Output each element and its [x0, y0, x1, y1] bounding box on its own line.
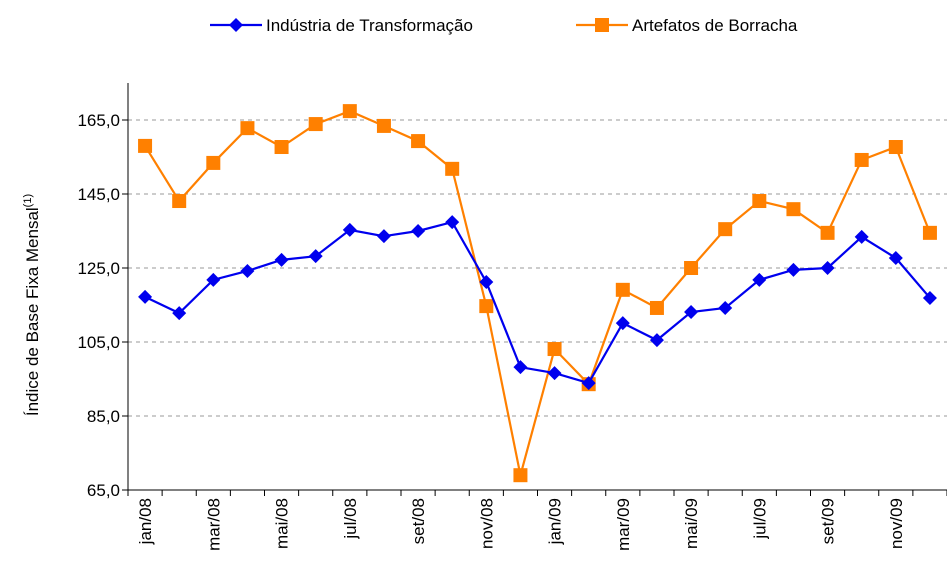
data-point	[922, 290, 937, 305]
data-point	[547, 366, 562, 381]
y-tick-label: 105,0	[77, 333, 120, 352]
x-tick-label: set/08	[409, 498, 428, 544]
data-point	[718, 222, 733, 237]
series-line	[144, 109, 931, 476]
y-axis-label-main: Índice de Base Fixa Mensal	[23, 207, 42, 416]
data-point	[240, 263, 255, 278]
y-tick-label: 165,0	[77, 111, 120, 130]
data-point	[649, 300, 664, 315]
data-point	[376, 229, 391, 244]
legend-label: Indústria de Transformação	[266, 16, 473, 35]
data-point	[752, 272, 767, 287]
data-point	[479, 299, 494, 314]
data-point	[308, 249, 323, 264]
data-point	[718, 300, 733, 315]
legend-label: Artefatos de Borracha	[632, 16, 798, 35]
data-point	[547, 342, 562, 357]
data-point	[684, 305, 699, 320]
data-point	[411, 224, 426, 238]
data-point	[342, 104, 357, 119]
data-point	[615, 282, 630, 297]
data-point	[445, 161, 460, 176]
data-point	[820, 225, 835, 240]
data-point	[172, 194, 187, 209]
data-point	[684, 261, 699, 275]
data-point	[172, 306, 187, 321]
x-tick-label: nov/08	[477, 498, 496, 549]
data-point	[308, 117, 323, 132]
data-point	[411, 134, 426, 149]
x-tick-label: jul/09	[750, 498, 769, 540]
data-point	[888, 140, 903, 155]
data-point	[342, 222, 357, 237]
x-tick-label: jul/08	[341, 498, 360, 540]
data-point	[581, 376, 596, 391]
x-tick-label: jan/09	[546, 498, 565, 545]
x-tick-label: mai/08	[273, 498, 292, 549]
y-tick-label: 85,0	[87, 407, 120, 426]
data-point	[752, 194, 767, 209]
x-tick-label: jan/08	[136, 498, 155, 545]
data-point	[274, 252, 289, 267]
y-tick-label: 65,0	[87, 481, 120, 500]
x-tick-label: mar/09	[614, 498, 633, 551]
data-point	[138, 289, 153, 304]
data-point	[854, 152, 869, 167]
data-point	[854, 229, 869, 244]
x-tick-label: set/09	[819, 498, 838, 544]
y-axis-label: Índice de Base Fixa Mensal(1)	[22, 194, 42, 416]
data-point	[138, 138, 153, 153]
data-point	[513, 360, 528, 375]
data-point	[786, 262, 801, 277]
x-tick-label: mar/08	[204, 498, 223, 551]
data-point	[615, 316, 630, 331]
y-tick-label: 145,0	[77, 185, 120, 204]
data-point	[240, 121, 255, 136]
data-point	[206, 272, 221, 287]
legend-marker	[229, 18, 243, 32]
legend-marker	[595, 18, 609, 32]
data-point	[445, 215, 460, 230]
y-tick-label: 125,0	[77, 259, 120, 278]
data-point	[922, 225, 937, 240]
data-point	[274, 140, 289, 155]
data-point	[786, 202, 801, 217]
data-point	[513, 468, 528, 483]
x-tick-label: mai/09	[682, 498, 701, 549]
x-tick-label: nov/09	[887, 498, 906, 549]
series-line	[144, 220, 931, 385]
data-point	[479, 275, 494, 290]
data-point	[649, 333, 664, 348]
data-point	[376, 118, 391, 133]
data-point	[888, 251, 903, 266]
data-point	[206, 155, 221, 170]
y-axis-label-sup: (1)	[22, 194, 34, 207]
data-point	[820, 261, 835, 275]
